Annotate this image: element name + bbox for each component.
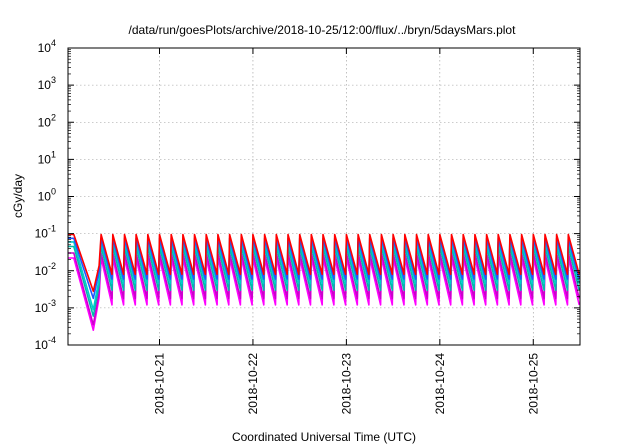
y-tick-exponent: -2 <box>48 261 56 271</box>
series-line-6 <box>68 233 580 293</box>
y-axis-label: cGy/day <box>11 174 25 218</box>
x-tick-label: 2018-10-23 <box>339 353 353 415</box>
y-tick-exponent: 2 <box>51 112 56 122</box>
y-tick-exponent: -1 <box>48 224 56 234</box>
y-tick-exponent: 3 <box>51 75 56 85</box>
y-tick-label: 102 <box>38 112 56 129</box>
series-line-3 <box>68 245 580 317</box>
x-tick-label: 2018-10-24 <box>433 353 447 415</box>
x-tick-label: 2018-10-21 <box>152 353 166 415</box>
y-tick-label: 100 <box>38 187 56 204</box>
x-tick-label: 2018-10-25 <box>526 353 540 415</box>
chart-title: /data/run/goesPlots/archive/2018-10-25/1… <box>129 23 517 37</box>
y-tick-exponent: 4 <box>51 38 56 48</box>
y-tick-label: 10-3 <box>35 298 56 315</box>
series-line-2 <box>68 252 580 326</box>
y-tick-exponent: 1 <box>51 149 56 159</box>
y-tick-exponent: 0 <box>51 187 56 197</box>
series-line-5 <box>68 237 580 300</box>
grid <box>68 48 580 345</box>
x-tick-label: 2018-10-22 <box>246 353 260 415</box>
x-axis-label: Coordinated Universal Time (UTC) <box>232 430 416 444</box>
y-tick-exponent: -3 <box>48 298 56 308</box>
series-line-4 <box>68 241 580 311</box>
y-tick-label: 10-1 <box>35 224 56 241</box>
y-tick-label: 10-2 <box>35 261 56 278</box>
y-tick-label: 101 <box>38 149 56 166</box>
series-group <box>68 233 580 331</box>
y-tick-label: 103 <box>38 75 56 92</box>
y-tick-label: 104 <box>38 38 56 55</box>
series-line-1 <box>68 257 580 331</box>
x-axis: 2018-10-21 2018-10-22 2018-10-23 2018-10-24… <box>152 48 540 414</box>
y-tick-exponent: -4 <box>48 335 56 345</box>
y-tick-label: 10-4 <box>35 335 56 352</box>
